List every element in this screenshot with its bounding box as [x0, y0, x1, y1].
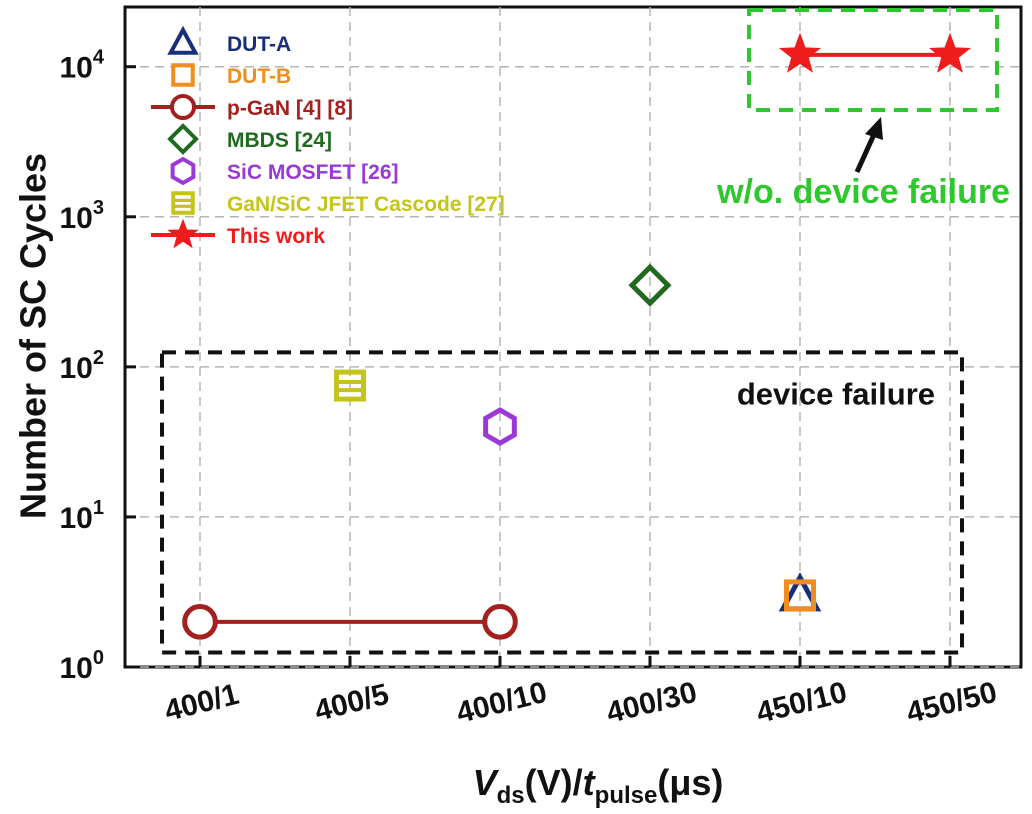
- grid: [125, 7, 1021, 668]
- series-6: [778, 32, 972, 73]
- legend-item: p-GaN [4] [8]: [151, 93, 353, 121]
- annotation-arrow-head: [865, 117, 883, 140]
- y-ticks: 100 101 102 103 104: [60, 47, 136, 685]
- legend-item: SiC MOSFET [26]: [170, 156, 399, 186]
- data-point: [928, 32, 972, 73]
- series-layer: [182, 32, 972, 640]
- y-tick-label: 102: [60, 347, 105, 385]
- plot-area: [123, 5, 1023, 669]
- x-label-t: t: [583, 762, 597, 803]
- x-label-ds: ds: [497, 782, 525, 809]
- legend-label: MBDS [24]: [227, 129, 332, 152]
- legend-label: GaN/SiC JFET Cascode [27]: [227, 193, 505, 216]
- annotation-arrow-shaft: [854, 128, 879, 174]
- legend-label: DUT-A: [227, 33, 291, 56]
- legend-label: DUT-B: [227, 65, 291, 88]
- legend-marker: [169, 93, 197, 121]
- x-tick-label: 400/1: [161, 678, 242, 728]
- y-axis-label: Number of SC Cycles: [13, 153, 54, 519]
- legend-item: GaN/SiC JFET Cascode [27]: [171, 191, 505, 216]
- data-point: [784, 579, 816, 612]
- y-tick-label: 103: [60, 197, 105, 235]
- device-failure-label: device failure: [737, 376, 935, 411]
- y-tick-label: 104: [60, 47, 105, 85]
- x-tick-label: 400/5: [311, 678, 392, 728]
- device-failure-region: [160, 350, 964, 655]
- data-point: [182, 604, 218, 640]
- x-tick-label: 450/50: [903, 676, 1000, 730]
- legend-marker: [167, 218, 199, 249]
- series-1: [784, 579, 816, 612]
- x-label-end: (μs): [657, 762, 723, 803]
- series-2: [182, 604, 518, 640]
- legend-marker: [170, 156, 196, 186]
- legend-label: This work: [227, 225, 325, 248]
- y-tick-label: 101: [60, 497, 105, 535]
- data-point: [482, 604, 518, 640]
- x-axis-label: Vds(V)/tpulse(μs): [473, 762, 724, 809]
- regions: device failure w/o. device failure: [160, 8, 1010, 655]
- legend-marker: [167, 123, 199, 155]
- legend-label: p-GaN [4] [8]: [227, 97, 353, 120]
- legend-item: This work: [151, 218, 325, 249]
- legend-item: MBDS [24]: [167, 123, 332, 155]
- data-point: [628, 263, 672, 307]
- no-failure-region: [747, 8, 999, 112]
- x-tick-label: 450/10: [753, 676, 850, 730]
- x-tick-label: 400/10: [453, 676, 550, 730]
- legend: DUT-A DUT-B p-GaN [4] [8] MBDS [24] SiC MOSF…: [151, 25, 505, 249]
- x-label-pulse: pulse: [595, 782, 658, 809]
- data-point: [334, 369, 366, 402]
- legend-label: SiC MOSFET [26]: [227, 161, 399, 184]
- data-point: [483, 407, 517, 447]
- series-5: [334, 369, 366, 402]
- legend-item: DUT-A: [167, 25, 291, 56]
- data-point: [778, 32, 822, 73]
- legend-marker: [171, 63, 195, 87]
- series-4: [483, 407, 517, 447]
- no-failure-label: w/o. device failure: [716, 173, 1010, 211]
- x-label-v: V: [473, 762, 500, 803]
- legend-item: DUT-B: [171, 63, 291, 88]
- x-label-mid: (V)/: [525, 762, 583, 803]
- x-tick-label: 400/30: [603, 676, 700, 730]
- legend-marker: [171, 191, 195, 215]
- y-tick-label: 100: [60, 647, 105, 685]
- legend-marker: [167, 25, 199, 55]
- series-3: [628, 263, 672, 307]
